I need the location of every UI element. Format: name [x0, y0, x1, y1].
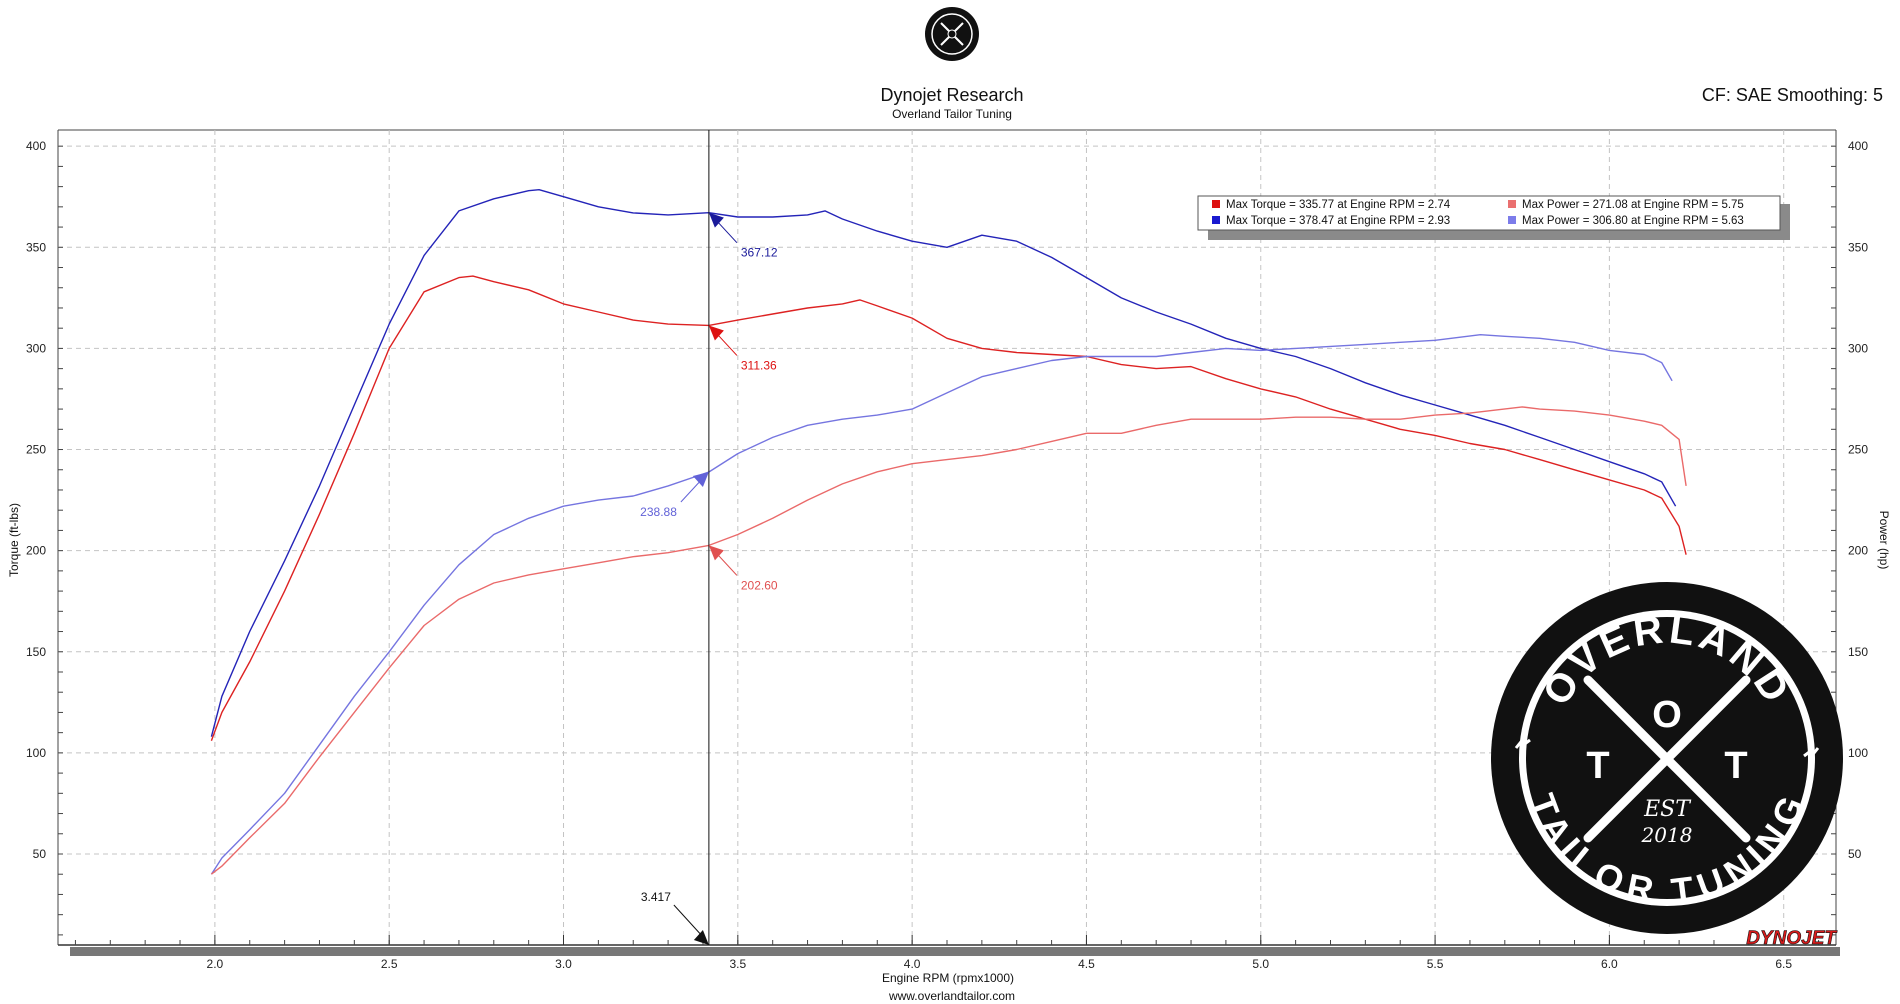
y-tick-label-right: 50 — [1848, 847, 1862, 861]
y-tick-label-left: 200 — [26, 544, 46, 558]
x-tick-label: 2.0 — [207, 957, 224, 971]
x-tick-label: 3.0 — [555, 957, 572, 971]
annotation-arrow-blue_torque — [708, 212, 724, 228]
legend-entry-text: Max Power = 271.08 at Engine RPM = 5.75 — [1522, 199, 1744, 211]
overland-badge-logo: OVERLAND TAILOR TUNING T O T EST 2018 — [1491, 582, 1843, 934]
chart-title: Dynojet Research — [880, 85, 1023, 105]
legend-swatch — [1212, 200, 1220, 208]
y-tick-label-right: 300 — [1848, 341, 1868, 355]
y-tick-label-right: 100 — [1848, 746, 1868, 760]
x-tick-label: 4.5 — [1078, 957, 1095, 971]
x-tick-label: 3.5 — [729, 957, 746, 971]
chart-subtitle: Overland Tailor Tuning — [892, 107, 1012, 121]
axis-ticks: 2.0 2.5 3.0 3.5 4.0 4.5 5.0 5.5 6.0 6.5 50 50 100 100… — [26, 139, 1868, 971]
annotation-value-red_power: 202.60 — [741, 578, 778, 592]
cursor-value-label: 3.417 — [641, 890, 671, 904]
x-tick-label: 6.5 — [1775, 957, 1792, 971]
badge-letter-middle: O — [1652, 694, 1682, 736]
footer-url: www.overlandtailor.com — [888, 989, 1015, 1003]
legend-swatch — [1508, 216, 1516, 224]
x-tick-label: 5.5 — [1427, 957, 1444, 971]
dynojet-brand-mark: DYNOJET — [1746, 928, 1837, 949]
y-tick-label-right: 250 — [1848, 443, 1868, 457]
rpm-cursor: 3.417 — [641, 130, 710, 945]
y-tick-label-left: 300 — [26, 341, 46, 355]
annotation-value-blue_torque: 367.12 — [741, 246, 778, 260]
cursor-annotations: 367.12 311.36 238.88 202.60 — [640, 212, 778, 592]
legend-swatch — [1212, 216, 1220, 224]
y-tick-label-left: 100 — [26, 746, 46, 760]
x-tick-label: 4.0 — [904, 957, 921, 971]
legend-entry-text: Max Torque = 378.47 at Engine RPM = 2.93 — [1226, 215, 1450, 227]
annotation-arrow-red_torque — [708, 325, 724, 341]
badge-year: 2018 — [1641, 823, 1693, 847]
y-axis-label-right: Power (hp) — [1877, 511, 1891, 570]
series-line-blue_torque — [210, 188, 1677, 737]
y-tick-label-right: 350 — [1848, 240, 1868, 254]
legend-swatch — [1508, 200, 1516, 208]
data-series — [210, 188, 1687, 875]
series-line-blue_power — [210, 334, 1673, 875]
badge-letter-left: T — [1586, 745, 1609, 787]
annotation-value-red_torque: 311.36 — [741, 358, 777, 372]
x-tick-label: 5.0 — [1252, 957, 1269, 971]
cf-smoothing-text: CF: SAE Smoothing: 5 — [1702, 85, 1883, 105]
x-tick-label: 6.0 — [1601, 957, 1618, 971]
x-tick-label: 2.5 — [381, 957, 398, 971]
annotation-arrow-blue_power — [692, 472, 709, 488]
y-tick-label-left: 250 — [26, 443, 46, 457]
y-tick-label-left: 150 — [26, 645, 46, 659]
annotation-arrow-red_power — [708, 545, 724, 561]
y-tick-label-left: 50 — [33, 847, 47, 861]
legend: Max Torque = 335.77 at Engine RPM = 2.74… — [1197, 195, 1790, 240]
series-line-red_power — [210, 406, 1687, 875]
y-axis-label-left: Torque (ft-lbs) — [7, 503, 21, 577]
cursor-pointer-line — [673, 904, 706, 940]
y-tick-label-right: 200 — [1848, 544, 1868, 558]
badge-est: EST — [1643, 797, 1692, 822]
cursor-arrow-head — [693, 930, 709, 945]
y-tick-label-right: 150 — [1848, 645, 1868, 659]
y-tick-label-left: 400 — [26, 139, 46, 153]
legend-entry-text: Max Power = 306.80 at Engine RPM = 5.63 — [1522, 215, 1744, 227]
top-emblem-logo — [925, 7, 979, 61]
annotation-value-blue_power: 238.88 — [640, 505, 677, 519]
series-line-red_torque — [210, 275, 1687, 741]
legend-entry-text: Max Torque = 335.77 at Engine RPM = 2.74 — [1226, 199, 1451, 211]
y-tick-label-right: 400 — [1848, 139, 1868, 153]
badge-letter-right: T — [1724, 745, 1747, 787]
y-tick-label-left: 350 — [26, 240, 46, 254]
x-axis-label: Engine RPM (rpmx1000) — [882, 971, 1014, 985]
